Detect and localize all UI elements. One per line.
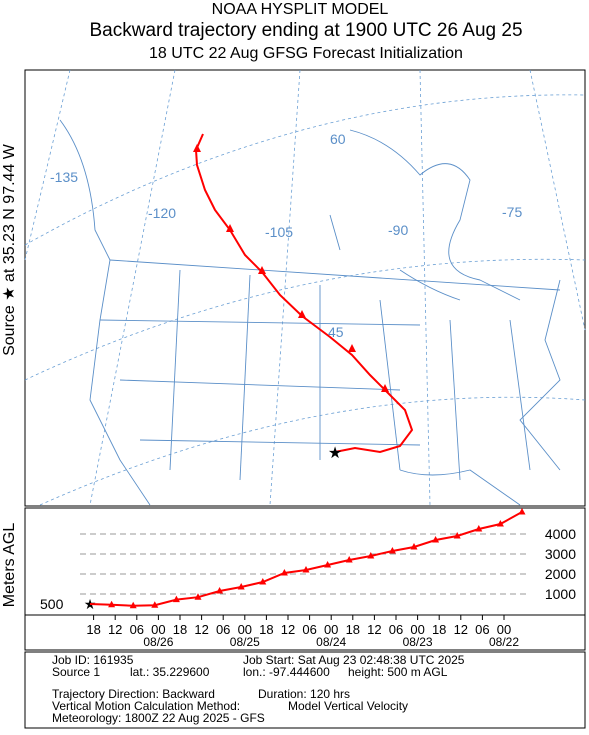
info: Job ID: 161935 Job Start: Sat Aug 23 02:… [52,653,465,725]
map: ★ [24,69,586,507]
date-label: 08/24 [316,635,346,649]
date-label: 08/26 [143,635,173,649]
height-line [89,511,523,607]
x-tick-label: 06 [475,622,489,637]
height-marker [216,587,224,594]
x-tick-label: 00 [238,622,252,637]
x-tick-label: 18 [346,622,360,637]
x-tick-label: 06 [130,622,144,637]
info-text: height: 500 m AGL [348,665,448,679]
info-text: Job Start: Sat Aug 23 02:48:38 UTC 2025 [243,653,465,667]
x-tick-label: 12 [194,622,208,637]
source-label: Source ★ at 35.23 N 97.44 W [1,143,18,356]
x-tick-label: 12 [281,622,295,637]
x-tick-label: 00 [324,622,338,637]
date-label: 08/25 [230,635,260,649]
info-text: Model Vertical Velocity [288,699,408,713]
source-star: ★ [328,445,342,462]
height-marker [475,525,483,532]
height-marker [108,600,116,608]
height-marker [410,543,418,550]
height-marker [496,520,504,527]
x-tick-label: 00 [410,622,424,637]
info-text: Vertical Motion Calculation Method: [52,699,240,713]
x-tick-label: 12 [108,622,122,637]
x-tick-label: 18 [173,622,187,637]
x-tick-label: 06 [216,622,230,637]
map-label: -75 [502,204,522,220]
height-marker [302,566,310,573]
map-label: 45 [328,324,344,340]
height-marker [237,583,245,590]
height-marker [259,578,267,585]
x-tick-label: 06 [389,622,403,637]
info-text: Source 1 [52,665,100,679]
x-tick-label: 12 [367,622,381,637]
date-label: 08/23 [403,635,433,649]
x-tick-label: 18 [432,622,446,637]
model-name: NOAA HYSPLIT MODEL [212,1,389,18]
info-text: lon.: -97.444600 [243,665,330,679]
map-label: -105 [265,224,293,240]
x-tick-label: 00 [151,622,165,637]
height-marker [172,595,180,603]
height-marker [367,552,375,559]
info-text: lat.: 35.229600 [130,665,210,679]
map-label: -135 [50,169,78,185]
info-box [24,651,586,729]
x-tick-label: 18 [86,622,100,637]
height-marker [453,532,461,539]
source-height: 500 [40,596,64,612]
height-marker [518,508,526,515]
height-marker [194,593,202,600]
height-marker [388,547,396,554]
time-axis [24,614,586,651]
info-text: Duration: 120 hrs [258,687,350,701]
y-tick-label: 3000 [545,546,576,562]
height-marker [324,561,332,568]
title: Backward trajectory ending at 1900 UTC 2… [89,20,522,41]
info-text: Job ID: 161935 [52,653,134,667]
map-label: 60 [330,131,346,147]
height-marker [129,601,137,609]
info-text: Meteorology: 1800Z 22 Aug 2025 - GFS [52,711,265,725]
height-marker [432,536,440,543]
date-label: 08/22 [489,635,519,649]
info-text: Trajectory Direction: Backward [52,687,215,701]
map-label: -90 [388,222,408,238]
x-tick-label: 12 [454,622,468,637]
subtitle: 18 UTC 22 Aug GFSG Forecast Initializati… [149,45,463,62]
height-marker [280,569,288,576]
x-tick-label: 06 [302,622,316,637]
height-marker [345,556,353,563]
x-tick-label: 00 [497,622,511,637]
y-tick-label: 4000 [545,526,576,542]
map-label: -120 [148,205,176,221]
y-tick-label: 1000 [545,586,576,602]
y-tick-label: 2000 [545,566,576,582]
x-tick-label: 18 [259,622,273,637]
y-axis-label: Meters AGL [1,523,18,608]
height-marker [151,601,159,608]
